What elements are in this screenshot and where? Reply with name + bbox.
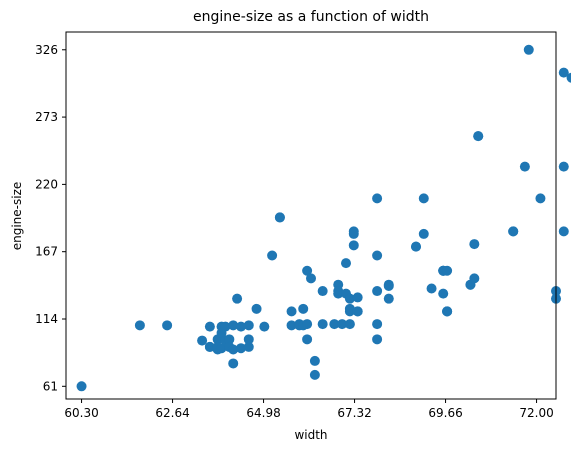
scatter-point [508, 226, 519, 237]
scatter-point [566, 72, 571, 83]
scatter-point [309, 355, 320, 366]
scatter-point [341, 258, 351, 269]
scatter-point [162, 320, 173, 331]
scatter-point [558, 226, 569, 237]
scatter-point [418, 228, 429, 239]
scatter-point [438, 288, 449, 299]
scatter-point [442, 265, 453, 276]
scatter-point [224, 334, 235, 345]
chart-title: engine-size as a function of width [193, 9, 429, 25]
scatter-point [411, 241, 421, 252]
y-tick-label: 220 [35, 177, 58, 191]
x-tick-label: 62.64 [155, 406, 189, 420]
scatter-point [523, 44, 534, 55]
scatter-point [274, 212, 285, 223]
scatter-point [286, 306, 297, 317]
scatter-point [228, 344, 239, 355]
scatter-point [344, 319, 355, 330]
scatter-point [306, 273, 316, 284]
scatter-point [302, 319, 313, 330]
scatter-point [372, 319, 383, 330]
scatter-point [535, 193, 546, 204]
scatter-point [348, 240, 359, 251]
scatter-point [243, 341, 254, 352]
scatter-point [220, 321, 231, 332]
y-tick-label: 114 [35, 312, 58, 326]
y-tick-label: 326 [35, 43, 58, 57]
x-tick-label: 60.30 [64, 406, 98, 420]
scatter-point [302, 334, 313, 345]
scatter-point [372, 286, 383, 297]
scatter-point [344, 303, 355, 314]
scatter-point [216, 343, 227, 354]
x-tick-label: 69.66 [428, 406, 462, 420]
y-tick-label: 61 [43, 379, 58, 393]
scatter-point [372, 193, 383, 204]
scatter-point [228, 320, 239, 331]
scatter-point [251, 303, 262, 314]
scatter-point [76, 381, 87, 392]
x-tick-label: 64.98 [246, 406, 280, 420]
scatter-point [204, 341, 215, 352]
y-tick-label: 273 [35, 110, 58, 124]
scatter-point [426, 283, 437, 294]
plot-frame [65, 31, 557, 400]
scatter-point [232, 293, 243, 304]
y-axis-label: engine-size [10, 182, 24, 251]
scatter-point [418, 193, 429, 204]
scatter-point [333, 286, 344, 297]
y-tick-label: 167 [35, 245, 58, 259]
scatter-point [302, 265, 313, 276]
scatter-point [344, 293, 355, 304]
scatter-point [243, 334, 254, 345]
scatter-point [348, 226, 359, 237]
scatter-point [329, 319, 340, 330]
scatter-point [243, 320, 254, 331]
x-tick-label: 72.00 [519, 406, 553, 420]
scatter-point [267, 250, 278, 261]
scatter-point [337, 319, 348, 330]
scatter-point [317, 319, 328, 330]
scatter-point [473, 131, 484, 142]
scatter-point [372, 334, 383, 345]
scatter-point [372, 250, 383, 261]
scatter-point [519, 161, 530, 172]
scatter-point [204, 321, 215, 332]
x-ticks: 60.30 62.64 64.98 67.32 69.66 72.00 [64, 399, 554, 420]
scatter-point [383, 293, 394, 304]
points-layer [76, 44, 571, 392]
scatter-point [383, 279, 394, 290]
scatter-point [352, 306, 363, 317]
scatter-point [352, 292, 363, 303]
scatter-point [236, 321, 246, 332]
x-tick-label: 67.32 [337, 406, 371, 420]
scatter-point [259, 321, 270, 332]
scatter-point [558, 67, 569, 78]
x-axis-label: width [294, 428, 327, 442]
scatter-point [197, 335, 208, 346]
scatter-point [309, 369, 320, 380]
scatter-point [469, 239, 480, 250]
scatter-point [317, 286, 328, 297]
scatter-point [442, 306, 453, 317]
scatter-point [286, 320, 297, 331]
scatter-point [134, 320, 145, 331]
scatter-point [558, 161, 569, 172]
scatter-point [469, 273, 480, 284]
scatter-point [298, 303, 309, 314]
scatter-point [228, 358, 239, 369]
y-ticks: 61 114 167 220 273 326 [35, 43, 66, 393]
scatter-point [236, 343, 246, 354]
